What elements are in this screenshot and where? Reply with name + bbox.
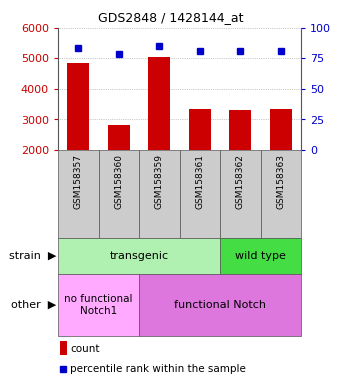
Bar	[67, 63, 89, 150]
Text: strain  ▶: strain ▶	[9, 251, 56, 261]
Text: wild type: wild type	[235, 251, 286, 261]
Bar	[58, 150, 99, 238]
Text: GSM158361: GSM158361	[195, 154, 204, 209]
Text: GSM158362: GSM158362	[236, 154, 245, 209]
Bar	[229, 110, 251, 150]
Text: functional Notch: functional Notch	[174, 300, 266, 310]
Bar	[179, 150, 220, 238]
Bar	[189, 109, 211, 150]
Text: transgenic: transgenic	[109, 251, 168, 261]
Text: GSM158359: GSM158359	[155, 154, 164, 209]
Bar	[220, 150, 261, 238]
Text: count: count	[70, 344, 100, 354]
Bar	[220, 238, 301, 274]
Bar	[58, 274, 139, 336]
Bar	[99, 150, 139, 238]
Text: GSM158357: GSM158357	[74, 154, 83, 209]
Bar	[60, 341, 66, 355]
Text: GSM158360: GSM158360	[114, 154, 123, 209]
Bar	[261, 150, 301, 238]
Bar	[148, 57, 170, 150]
Bar	[108, 125, 130, 150]
Bar	[58, 238, 220, 274]
Bar	[139, 274, 301, 336]
Text: percentile rank within the sample: percentile rank within the sample	[70, 364, 246, 374]
Bar	[270, 109, 292, 150]
Text: GDS2848 / 1428144_at: GDS2848 / 1428144_at	[98, 11, 243, 24]
Bar	[139, 150, 179, 238]
Text: GSM158363: GSM158363	[276, 154, 285, 209]
Text: other  ▶: other ▶	[11, 300, 56, 310]
Text: no functional
Notch1: no functional Notch1	[64, 294, 133, 316]
